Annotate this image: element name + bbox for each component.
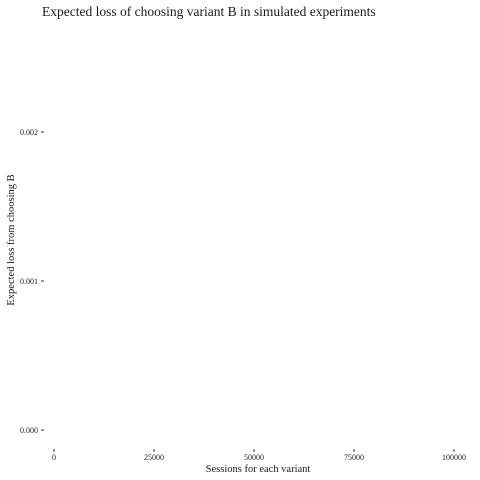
- x-tick-label: 25000: [144, 453, 164, 462]
- y-tick-label: 0.000: [20, 426, 38, 435]
- y-axis-title: Expected loss from choosing B: [6, 174, 17, 305]
- chart-title: Expected loss of choosing variant B in s…: [42, 4, 376, 19]
- x-tick-label: 0: [52, 453, 56, 462]
- x-axis-title: Sessions for each variant: [206, 464, 311, 475]
- x-tick-label: 100000: [442, 453, 466, 462]
- y-tick-label: 0.002: [20, 128, 38, 137]
- x-tick-label: 50000: [244, 453, 264, 462]
- x-axis: 0 25000 50000 75000 100000: [52, 449, 466, 462]
- y-tick-label: 0.001: [20, 277, 38, 286]
- x-tick-label: 75000: [344, 453, 364, 462]
- y-axis: 0.000 0.001 0.002: [20, 128, 44, 435]
